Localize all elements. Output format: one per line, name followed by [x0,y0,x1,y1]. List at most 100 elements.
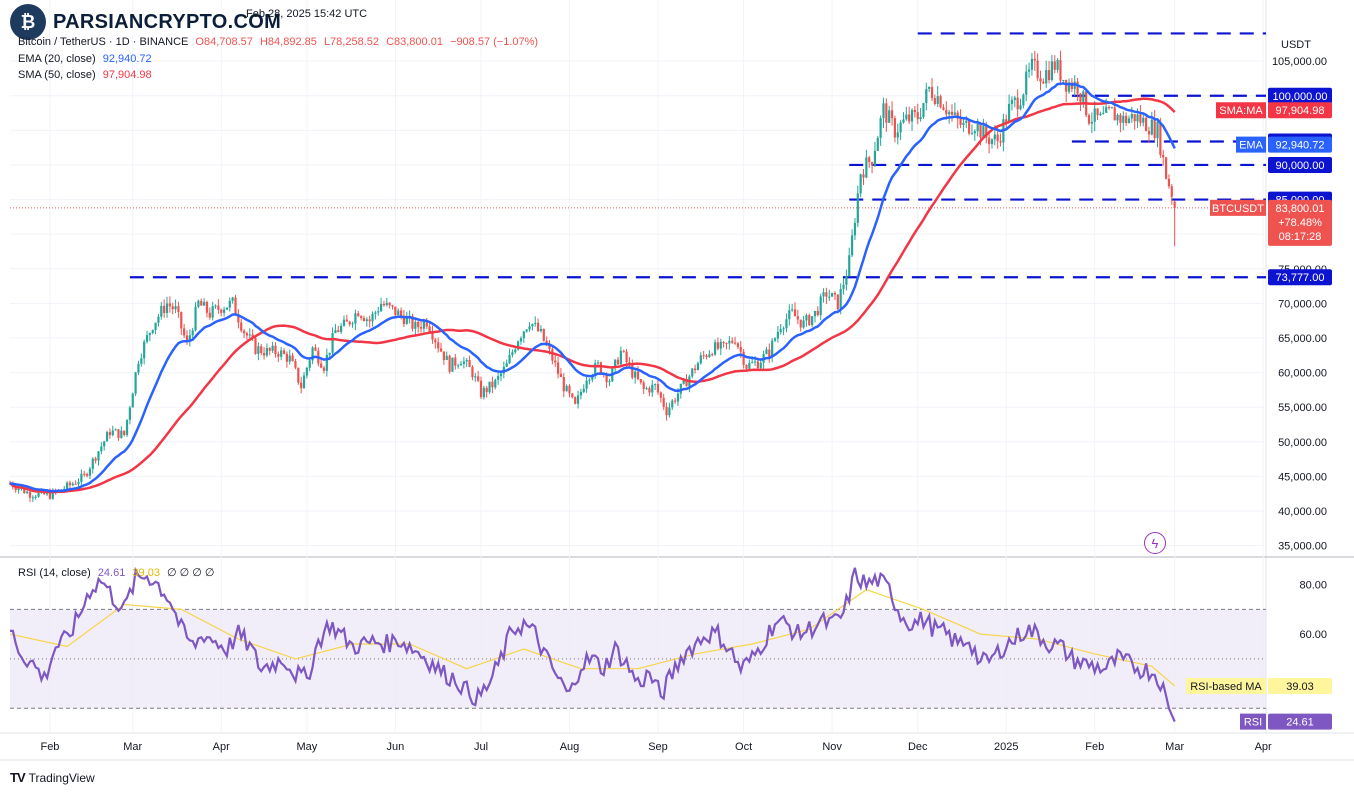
candle-body [163,305,166,314]
candle-body [873,150,877,166]
candle-body [676,393,680,402]
candle-body [1039,78,1042,82]
price-tick-label: 60,000.00 [1278,368,1327,380]
candle-body [85,474,89,476]
candle-body [802,320,805,328]
candle-body [337,330,340,332]
candle-body [157,316,160,323]
candle-body [890,110,894,119]
candle-body [394,306,397,316]
candle-body [459,363,463,366]
moving-averages [9,82,1176,494]
candle-body [417,321,420,328]
ema-value-tag-bg [1268,136,1332,153]
candle-body [716,342,720,349]
candle-body [371,313,374,322]
candle-body [1107,107,1111,109]
candle-body [311,347,314,361]
candle-body [265,348,269,356]
candle-body [517,341,520,350]
candle-body [1153,119,1156,139]
candle-body [776,332,779,339]
candle-body [813,310,817,317]
candle-body [656,384,660,393]
ema-legend[interactable]: EMA (20, close) 92,940.72 [18,53,156,65]
candle-body [399,310,403,316]
candle-body [151,329,154,333]
candle-body [968,120,971,134]
rsi-legend[interactable]: RSI (14, close) 24.61 39.03 ∅ ∅ ∅ ∅ [18,566,219,579]
candle-body [574,397,577,404]
candle-body [642,382,645,389]
rsi-tick-label: 60.00 [1299,629,1327,641]
candle-body [859,174,862,194]
candle-body [128,407,131,420]
candle-body [1170,186,1173,197]
candle-body [280,350,283,357]
price-tick-label: 35,000.00 [1278,541,1327,553]
candle-body [751,362,754,364]
candle-body [80,473,83,482]
candle-body [439,348,443,352]
candle-body [1059,59,1062,81]
ema-line [9,82,1176,493]
candle-body [910,110,914,122]
price-tag-line: +78.48% [1278,217,1322,229]
candle-body [111,430,114,436]
sma-value-tag: 97,904.98 [1276,105,1325,117]
candle-body [625,351,628,363]
chart-coin-icon: ₿ [10,4,46,40]
candle-body [933,98,936,105]
candle-body [996,134,999,142]
candle-body [1125,115,1128,123]
time-tick-label: Jul [474,741,488,753]
candle-body [525,329,528,332]
candle-body [599,362,602,374]
ema-value-tag: 92,940.72 [1276,140,1325,152]
candle-body [662,397,665,407]
candle-body [268,348,271,351]
candle-body [922,103,925,118]
candle-body [950,111,954,115]
candle-body [756,361,759,369]
candle-body [205,301,209,313]
candle-body [257,346,260,354]
candle-body [1159,121,1162,155]
candle-body [508,355,511,364]
rsi-lines [9,566,1176,723]
candle-body [357,313,360,317]
candle-body [125,419,129,435]
candle-body [622,350,625,352]
candle-body [134,372,137,394]
candle-body [14,487,17,491]
candle-body [893,118,897,138]
candle-body [1013,97,1016,100]
candle-body [885,103,888,123]
time-tick-label: Feb [40,741,59,753]
watermark: ₿ PARSIANCRYPTO.COM [10,4,285,40]
lightning-icon[interactable]: ϟ [1144,532,1166,554]
candle-body [848,255,851,276]
candle-body [925,88,928,104]
candle-body [297,367,300,383]
price-tags: 100,000.0093,388.0090,000.0085,000.0073,… [1186,87,1332,730]
candle-body [214,305,217,307]
time-tick-label: 2025 [994,741,1018,753]
price-tick-label: 70,000.00 [1278,298,1327,310]
candle-body [197,300,200,307]
candle-body [117,429,120,438]
candle-body [494,379,497,388]
candle-body [696,363,700,371]
candle-body [1062,79,1065,81]
candle-body [1136,114,1139,122]
tradingview-footer[interactable]: TV TradingView [10,770,95,785]
candle-body [1079,93,1082,102]
candle-body [725,342,728,344]
candle-body [360,316,363,318]
candle-body [605,373,608,383]
sma-legend[interactable]: SMA (50, close) 97,904.98 [18,69,156,81]
candle-body [1099,113,1102,116]
candle-body [325,354,328,371]
candle-body [1010,99,1014,104]
watermark-text: PARSIANCRYPTO.COM [50,10,285,34]
